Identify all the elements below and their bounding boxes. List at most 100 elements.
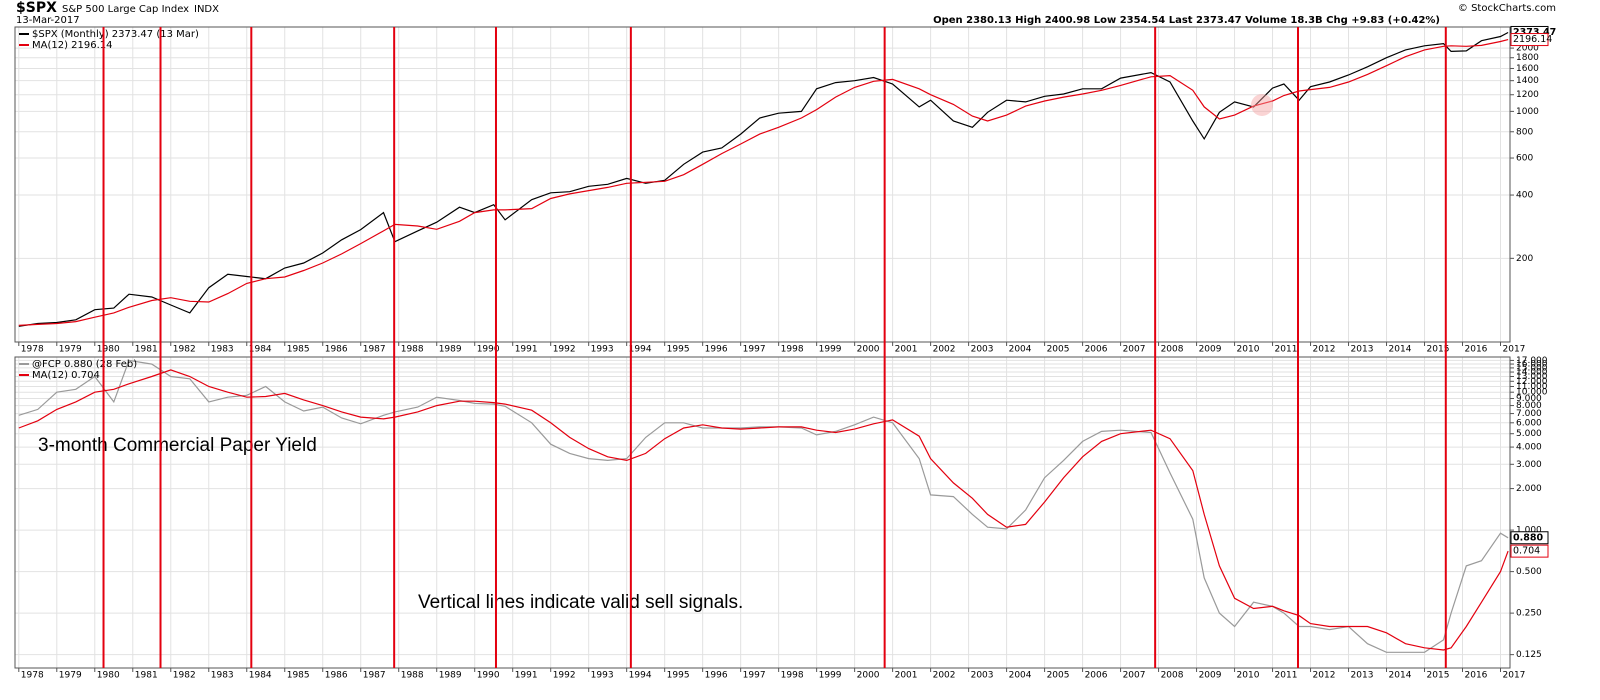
x-tick-label: 1982: [173, 345, 196, 355]
y-tick-label: 2000: [1516, 44, 1539, 54]
x-tick-label: 2012: [1313, 345, 1336, 355]
series-group: [18, 31, 1509, 327]
plot-frame: [14, 26, 1511, 343]
x-tick-label: 2003: [971, 671, 994, 681]
x-tick-label: 2007: [1123, 345, 1146, 355]
x-tick-label: 1996: [705, 671, 728, 681]
x-tick-label: 1979: [59, 671, 82, 681]
x-tick-label: 1999: [819, 671, 842, 681]
y-tick-label: 1000: [1516, 107, 1539, 117]
x-tick-label: 1982: [173, 671, 196, 681]
y-tick-label: 0.125: [1516, 650, 1542, 660]
x-tick-label: 1981: [135, 671, 158, 681]
x-tick-label: 2003: [971, 345, 994, 355]
x-tick-label: 1988: [401, 345, 424, 355]
x-tick-label: 1998: [781, 345, 804, 355]
x-tick-label: 2001: [895, 345, 918, 355]
last-value-box: [1510, 33, 1549, 47]
y-tick-label: 6.000: [1516, 418, 1542, 428]
y-tick-label: 400: [1516, 191, 1533, 201]
plot-area: [15, 357, 1510, 668]
x-tick-label: 1997: [743, 345, 766, 355]
x-tick-label: 1990: [477, 345, 500, 355]
x-tick-label: 1981: [135, 345, 158, 355]
x-tick-label: 1989: [439, 671, 462, 681]
x-tick-label: 2014: [1389, 345, 1412, 355]
x-tick-label: 2001: [895, 671, 918, 681]
last-value-box: [1510, 544, 1549, 558]
symbol: $SPX: [16, 0, 57, 16]
y-tick-label: 4.000: [1516, 443, 1542, 453]
annotation: Vertical lines indicate valid sell signa…: [418, 592, 743, 613]
y-tick-label: 17.000: [1516, 356, 1548, 366]
legend-label: @FCP 0.880 (28 Feb): [32, 359, 137, 370]
x-tick-label: 2009: [1199, 345, 1222, 355]
x-tick-label: 2008: [1161, 671, 1184, 681]
x-tick-label: 2008: [1161, 345, 1184, 355]
x-tick-label: 2012: [1313, 671, 1336, 681]
x-tick-label: 2004: [1009, 671, 1032, 681]
x-tick-label: 1993: [591, 671, 614, 681]
annotation: 3-month Commercial Paper Yield: [38, 435, 317, 456]
x-tick-label: 1987: [363, 345, 386, 355]
x-tick-label: 1983: [211, 671, 234, 681]
x-tick-label: 2010: [1237, 671, 1260, 681]
x-tick-label: 2000: [857, 671, 880, 681]
y-tick-label: 15.000: [1516, 363, 1548, 373]
line: [18, 39, 1509, 326]
last-value-box: [1510, 531, 1549, 545]
x-tick-label: 2002: [933, 345, 956, 355]
last-value-label: 2373.47: [1513, 27, 1556, 38]
x-tick-label: 1997: [743, 671, 766, 681]
x-tick-label: 2013: [1351, 671, 1374, 681]
legend-label: $SPX (Monthly) 2373.47 (13 Mar): [32, 29, 199, 40]
x-tick-label: 1980: [97, 345, 120, 355]
line: [18, 369, 1509, 651]
y-tick-label: 7.000: [1516, 409, 1542, 419]
x-tick-label: 2002: [933, 671, 956, 681]
x-tick-label: 2014: [1389, 671, 1412, 681]
x-tick-label: 1991: [515, 345, 538, 355]
y-tick-label: 2.000: [1516, 484, 1542, 494]
y-tick-label: 10.000: [1516, 388, 1548, 398]
last-value-label: 0.880: [1513, 532, 1543, 543]
y-tick-label: 1600: [1516, 64, 1539, 74]
x-tick-label: 1984: [249, 671, 272, 681]
credit: © StockCharts.com: [1458, 3, 1556, 14]
legend-label: MA(12) 2196.14: [32, 40, 113, 51]
x-tick-label: 2017: [1503, 345, 1526, 355]
x-tick-label: 1984: [249, 345, 272, 355]
x-tick-label: 2000: [857, 345, 880, 355]
last-value-label: 0.704: [1513, 546, 1540, 557]
x-tick-label: 1986: [325, 671, 348, 681]
series-group: [18, 359, 1509, 653]
x-tick-label: 1994: [629, 671, 652, 681]
x-tick-label: 1993: [591, 345, 614, 355]
x-tick-label: 2007: [1123, 671, 1146, 681]
y-tick-label: 1800: [1516, 53, 1539, 63]
last-value-label: 2196.14: [1513, 34, 1552, 45]
x-tick-label: 2005: [1047, 345, 1070, 355]
y-tick-label: 1.000: [1516, 526, 1542, 536]
x-tick-label: 1979: [59, 345, 82, 355]
y-tick-label: 3.000: [1516, 460, 1542, 470]
x-tick-label: 1978: [21, 345, 44, 355]
y-tick-label: 5.000: [1516, 429, 1542, 439]
x-tick-label: 2015: [1427, 345, 1450, 355]
x-tick-label: 2015: [1427, 671, 1450, 681]
x-tick-label: 2005: [1047, 671, 1070, 681]
x-tick-label: 2013: [1351, 345, 1374, 355]
x-tick-label: 1983: [211, 345, 234, 355]
x-tick-label: 2006: [1085, 345, 1108, 355]
date: 13-Mar-2017: [16, 15, 80, 26]
x-tick-label: 2006: [1085, 671, 1108, 681]
y-tick-label: 0.500: [1516, 567, 1542, 577]
highlight: [1251, 94, 1273, 116]
quote: Open 2380.13 High 2400.98 Low 2354.54 La…: [933, 15, 1440, 26]
x-tick-label: 1990: [477, 671, 500, 681]
x-tick-label: 1994: [629, 345, 652, 355]
x-tick-label: 1996: [705, 345, 728, 355]
x-tick-label: 2016: [1465, 671, 1488, 681]
